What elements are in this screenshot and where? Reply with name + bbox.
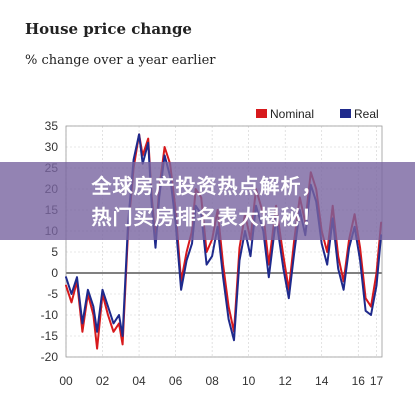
- y-axis-tick-labels: -20-15-10-505101520253035: [41, 119, 59, 364]
- x-axis-tick-labels: 00 02 04 06 08 10 12 14 16 17: [59, 374, 383, 388]
- x-tick-label: 08: [205, 374, 219, 388]
- x-tick-label: 14: [315, 374, 329, 388]
- x-tick-label: 02: [96, 374, 110, 388]
- y-tick-label: -10: [41, 308, 59, 322]
- series-line-real: [65, 133, 383, 342]
- banner-line-2: 热门买房排名表大揭秘！: [92, 205, 323, 229]
- legend-label-nominal: Nominal: [270, 107, 314, 121]
- y-tick-label: 5: [51, 245, 58, 259]
- x-tick-label: 06: [169, 374, 183, 388]
- x-tick-label: 00: [59, 374, 73, 388]
- chart-title: House price change: [25, 20, 192, 38]
- y-tick-label: 35: [45, 119, 59, 133]
- x-tick-label: 16: [352, 374, 366, 388]
- y-tick-label: -20: [41, 350, 59, 364]
- legend-swatch-real: [340, 109, 351, 118]
- chart-subtitle: % change over a year earlier: [25, 53, 216, 68]
- y-tick-label: -15: [41, 329, 59, 343]
- banner-background: [0, 162, 415, 240]
- banner-line-1: 全球房产投资热点解析，: [91, 174, 323, 198]
- legend: Nominal Real: [256, 107, 379, 121]
- x-tick-label: 04: [132, 374, 146, 388]
- legend-swatch-nominal: [256, 109, 267, 118]
- promo-banner: 全球房产投资热点解析， 热门买房排名表大揭秘！: [0, 162, 415, 240]
- plot-frame: [65, 125, 383, 358]
- y-tick-label: 0: [51, 266, 58, 280]
- x-tick-label: 10: [242, 374, 256, 388]
- x-tick-label: 12: [279, 374, 293, 388]
- legend-label-real: Real: [354, 107, 379, 121]
- x-tick-label: 17: [370, 374, 384, 388]
- y-tick-label: 30: [45, 140, 59, 154]
- y-tick-label: -5: [47, 287, 58, 301]
